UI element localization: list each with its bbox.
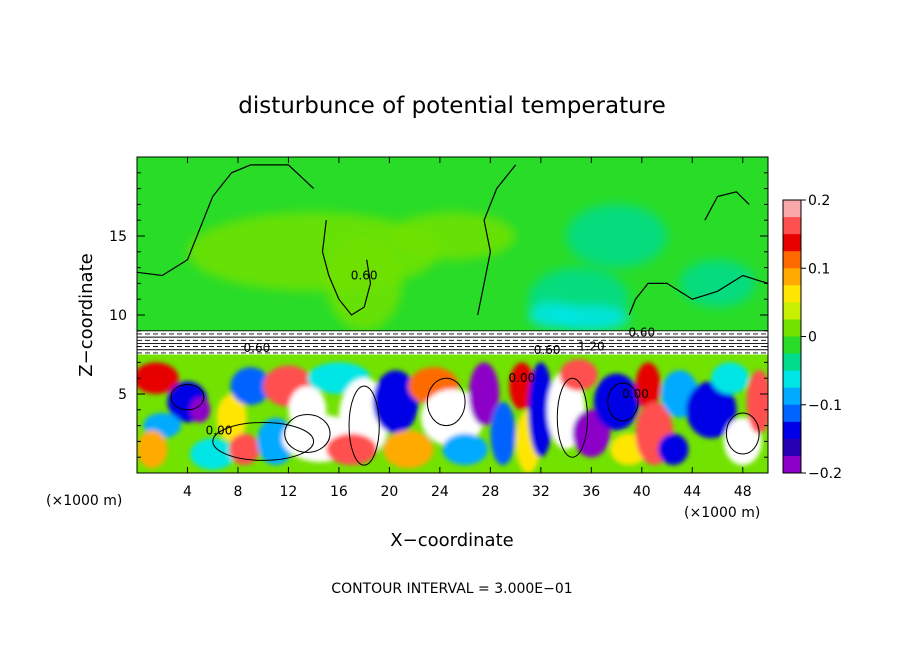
field-eddy	[421, 389, 484, 447]
field-eddy	[658, 433, 689, 466]
colorbar-tick-label: 0.2	[808, 193, 830, 209]
y-tick-label: 10	[109, 308, 127, 324]
contour-labels: 0.60 0.60 0.60 0.60 1.20 0.00 0.00 0.00	[206, 269, 655, 438]
colorbar-swatch	[783, 438, 801, 457]
contour-line	[556, 377, 589, 458]
field-patch	[326, 236, 402, 331]
plot-area: 0.60 0.60 0.60 0.60 1.20 0.00 0.00 0.00	[137, 157, 768, 473]
field-eddy	[711, 362, 750, 395]
contour-label: 0.60	[244, 341, 271, 355]
heatmap-field	[137, 157, 768, 473]
x-axis-label: X−coordinate	[390, 530, 513, 551]
x-tick-label: 32	[532, 484, 550, 500]
contour-line	[284, 414, 331, 453]
contour-label: 0.00	[206, 423, 233, 437]
colorbar-swatch	[783, 200, 801, 218]
colorbar-tick-label: 0.1	[808, 261, 830, 277]
field-eddy	[635, 362, 661, 410]
colorbar-swatch	[783, 234, 801, 252]
field-eddy	[230, 367, 271, 406]
y-axis-label: Z−coordinate	[76, 253, 97, 376]
y-tick-label: 15	[109, 229, 127, 245]
field-eddy	[442, 433, 488, 466]
field-upper-patches	[187, 204, 756, 331]
field-eddy	[723, 417, 762, 466]
contour-line	[212, 421, 315, 461]
x-tick-label: 20	[380, 484, 398, 500]
contour-line	[348, 385, 380, 466]
colorbar-swatch	[783, 285, 801, 303]
contour-line	[704, 191, 750, 221]
colorbar: 0.2 0.1 0 −0.1 −0.2	[782, 193, 842, 482]
field-eddy	[373, 370, 419, 434]
field-patch	[389, 212, 516, 260]
colorbar-swatch	[783, 251, 801, 269]
contour-line	[725, 412, 760, 455]
field-eddy	[137, 430, 168, 469]
colorbar-tick-label: −0.2	[808, 466, 842, 482]
contour-label: 0.60	[351, 269, 378, 283]
contour-line	[170, 384, 205, 411]
contour-label: 0.00	[509, 371, 536, 385]
contour-line	[628, 274, 768, 316]
contour-interval-note: CONTOUR INTERVAL = 3.000E−01	[331, 581, 572, 597]
colorbar-swatch	[783, 353, 801, 372]
x-tick-label: 16	[330, 484, 348, 500]
field-eddy	[509, 362, 535, 410]
x-tick-label: 28	[481, 484, 499, 500]
x-unit-left: (×1000 m)	[46, 493, 122, 509]
field-eddy	[686, 381, 737, 439]
contour-line	[321, 220, 372, 316]
x-tick-label: 24	[431, 484, 449, 500]
y-axis: 5 10 15	[109, 172, 768, 458]
field-eddy	[383, 430, 434, 469]
x-tick-label: 8	[233, 484, 242, 500]
x-tick-label: 36	[582, 484, 600, 500]
contour-lines	[137, 164, 768, 466]
y-tick-label: 5	[118, 387, 127, 403]
x-tick-label: 4	[183, 484, 192, 500]
field-eddy	[593, 373, 640, 431]
field-eddy	[559, 359, 598, 391]
x-tick-label: 48	[734, 484, 752, 500]
colorbar-swatch	[783, 217, 801, 235]
field-eddy	[746, 370, 768, 434]
field-eddy	[190, 397, 211, 423]
colorbar-tick-label: 0	[808, 330, 817, 346]
field-eddy	[528, 362, 554, 458]
colorbar-swatch	[783, 404, 801, 423]
contour-label: 0.00	[622, 387, 649, 401]
field-eddy	[137, 362, 179, 394]
colorbar-swatch	[783, 336, 801, 355]
x-tick-label: 40	[633, 484, 651, 500]
colorbar-swatch	[783, 455, 801, 474]
contour-label: 1.20	[578, 340, 605, 354]
x-tick-label: 12	[280, 484, 298, 500]
colorbar-swatch	[783, 370, 801, 389]
contour-label: 0.60	[534, 343, 561, 357]
contour-label: 0.60	[628, 325, 655, 339]
chart-title: disturbunce of potential temperature	[238, 93, 666, 119]
field-lower-eddies	[137, 359, 768, 473]
field-patch	[679, 259, 756, 308]
contour-line	[607, 382, 639, 422]
x-tick-label: 44	[683, 484, 701, 500]
field-eddy	[190, 438, 236, 470]
contour-line	[426, 377, 466, 427]
colorbar-swatch	[783, 268, 801, 286]
x-axis: 4 8 12 16 20 24 28 32 36 40 44 48	[183, 157, 752, 500]
contour-line	[137, 164, 315, 277]
colorbar-swatch	[783, 421, 801, 440]
field-eddy	[490, 401, 516, 466]
x-unit-right: (×1000 m)	[684, 505, 760, 521]
colorbar-swatch	[783, 319, 801, 337]
colorbar-tick-label: −0.1	[808, 398, 842, 414]
field-patch	[566, 204, 667, 268]
colorbar-swatch	[783, 387, 801, 406]
contour-line	[477, 164, 517, 316]
field-eddy	[468, 362, 500, 426]
colorbar-swatch	[783, 302, 801, 320]
field-patch	[528, 302, 579, 328]
